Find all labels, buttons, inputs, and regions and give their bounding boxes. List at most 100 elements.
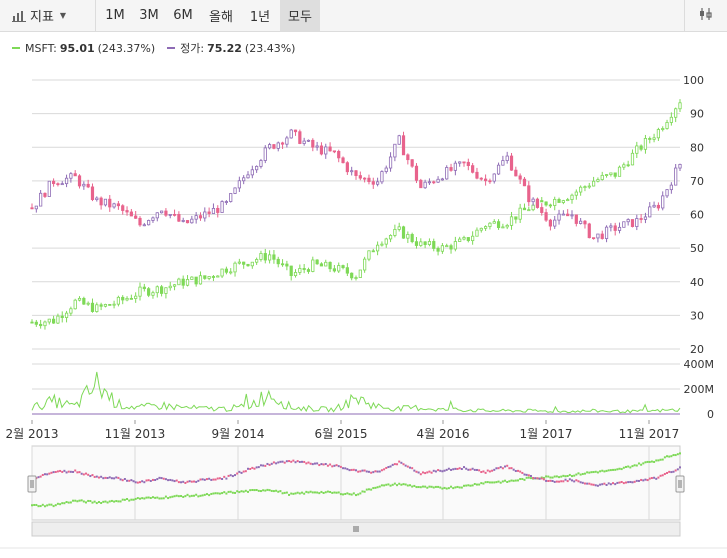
range-button-3m[interactable]: 3M bbox=[139, 8, 159, 23]
candle-body bbox=[380, 171, 384, 183]
navigator-point bbox=[218, 492, 221, 495]
navigator-point bbox=[266, 462, 269, 465]
navigator-point bbox=[225, 477, 228, 480]
navigator-point bbox=[333, 491, 336, 494]
navigator-point bbox=[147, 496, 150, 499]
candle-body bbox=[172, 213, 177, 216]
navigator-point bbox=[37, 505, 40, 508]
navigator-point bbox=[607, 482, 610, 485]
navigator-point bbox=[100, 475, 103, 478]
navigator-point bbox=[573, 474, 576, 477]
navigator-point bbox=[465, 467, 468, 470]
navigator-point bbox=[372, 471, 375, 474]
candle-body bbox=[237, 180, 241, 189]
navigator-point bbox=[221, 477, 224, 480]
candle-body bbox=[276, 258, 280, 265]
navigator-handle-left[interactable] bbox=[27, 475, 37, 493]
candle-body bbox=[280, 142, 285, 145]
candle-body bbox=[181, 278, 185, 286]
candle-body bbox=[574, 214, 578, 224]
y-tick-label: 20 bbox=[690, 343, 704, 356]
navigator-point bbox=[426, 471, 429, 474]
navigator-point bbox=[268, 489, 271, 492]
candle-body bbox=[587, 223, 591, 239]
candle-body bbox=[501, 160, 505, 166]
navigator-point bbox=[495, 481, 498, 484]
candle-body bbox=[138, 286, 142, 297]
candle-body bbox=[319, 145, 324, 155]
navigator-point bbox=[633, 464, 636, 467]
navigator-point bbox=[244, 489, 247, 492]
navigator-point bbox=[46, 473, 49, 476]
navigator-point bbox=[389, 465, 392, 468]
x-tick-label: 2월 2013 bbox=[5, 427, 58, 441]
candle-body bbox=[583, 186, 587, 189]
candle-body bbox=[315, 145, 319, 148]
legend-name-price: 정가: bbox=[180, 42, 205, 55]
navigator-point bbox=[76, 471, 79, 474]
navigator-point bbox=[529, 474, 532, 477]
navigator-handle-right[interactable] bbox=[675, 475, 685, 493]
navigator-point bbox=[296, 491, 299, 494]
navigator-point bbox=[231, 491, 234, 494]
navigator-point bbox=[452, 487, 455, 490]
indicators-button[interactable]: 지표 ▼ bbox=[12, 0, 96, 31]
navigator-point bbox=[419, 486, 422, 489]
navigator-point bbox=[201, 494, 204, 497]
navigator-point bbox=[517, 469, 519, 472]
legend-item-price[interactable]: 정가: 75.22 (23.43%) bbox=[167, 40, 295, 56]
range-button-6m[interactable]: 6M bbox=[173, 8, 193, 23]
navigator-point bbox=[342, 493, 345, 496]
navigator-point bbox=[523, 478, 526, 481]
candle-body bbox=[557, 198, 561, 203]
candle-body bbox=[328, 146, 332, 152]
navigator-point bbox=[249, 468, 252, 471]
navigator-point bbox=[679, 452, 681, 455]
candle-body bbox=[475, 171, 479, 179]
navigator-point bbox=[447, 487, 450, 490]
range-button-1y[interactable]: 1년 bbox=[249, 10, 271, 25]
legend-item-msft[interactable]: MSFT: 95.01 (243.37%) bbox=[12, 40, 155, 56]
candle-body bbox=[285, 137, 289, 145]
navigator-point bbox=[236, 490, 239, 493]
navigator-point bbox=[627, 481, 630, 484]
legend-name-msft: MSFT: bbox=[25, 41, 57, 55]
candle-body bbox=[630, 152, 635, 166]
candle-body bbox=[613, 225, 617, 231]
chart-settings-button[interactable] bbox=[684, 0, 727, 31]
candle-body bbox=[194, 276, 198, 285]
navigator-point bbox=[378, 485, 381, 488]
navigator-point bbox=[46, 504, 49, 507]
candle-body bbox=[99, 304, 103, 307]
navigator-point bbox=[247, 467, 249, 470]
navigator-point bbox=[642, 479, 645, 482]
navigator-point bbox=[367, 470, 370, 473]
candle-body bbox=[203, 275, 207, 279]
navigator-point bbox=[117, 476, 120, 479]
candle-body bbox=[216, 275, 220, 278]
candle-body bbox=[56, 183, 60, 186]
navigator-point bbox=[225, 492, 228, 495]
navigator-point bbox=[365, 470, 368, 473]
navigator-point bbox=[296, 460, 299, 463]
range-button-ytd[interactable]: 올해 bbox=[209, 10, 233, 25]
navigator-point bbox=[87, 473, 90, 476]
candle-body bbox=[363, 177, 367, 180]
range-button-1m[interactable]: 1M bbox=[105, 8, 125, 23]
candle-body bbox=[410, 234, 414, 243]
navigator-point bbox=[277, 490, 280, 493]
navigator-point bbox=[631, 481, 634, 484]
range-button-all[interactable]: 모두 bbox=[280, 0, 320, 31]
navigator-point bbox=[59, 503, 62, 506]
navigator-point bbox=[497, 467, 500, 470]
candle-body bbox=[103, 304, 108, 307]
navigator-point bbox=[398, 482, 401, 485]
navigator-point bbox=[497, 480, 500, 483]
navigator-point bbox=[305, 490, 308, 493]
navigator-point bbox=[50, 471, 53, 474]
navigator-point bbox=[469, 484, 472, 487]
navigator-point bbox=[374, 470, 377, 473]
candle-body bbox=[419, 241, 423, 246]
candle-body bbox=[592, 180, 596, 187]
